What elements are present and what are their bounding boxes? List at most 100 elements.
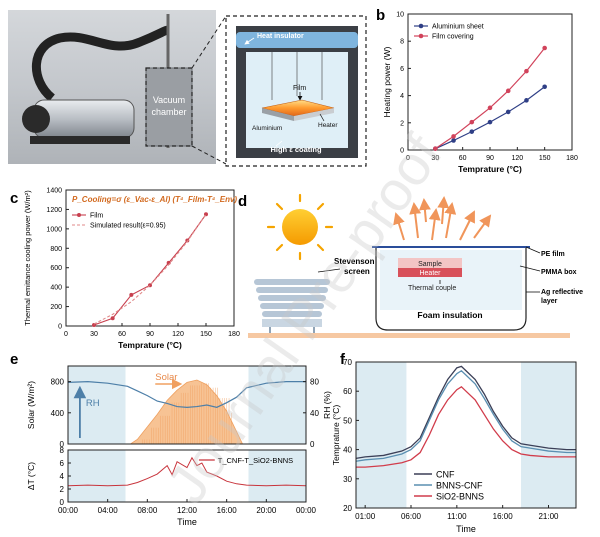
data-point [542,84,547,90]
plot-frame [355,361,577,509]
y-tick-label: 6 [400,66,404,73]
data-point [542,45,547,51]
y-tick-label: 70 [343,358,352,367]
y-tick-label: 400 [50,285,62,292]
series-line-1 [355,369,576,462]
x-tick-label: 12:00 [177,506,198,515]
x-tick-label: 120 [172,331,184,338]
panel-a: a Vacuum chamber Heat insulator Film [8,7,367,167]
data-point [487,119,493,125]
legend-label: Simulated result(ε=0.95) [90,223,166,230]
x-tick-label: 01:00 [355,512,376,521]
x-tick-label: 04:00 [98,506,119,515]
x-axis-label: Temprature (°C) [118,340,182,350]
y-tick-label-right: 0 [310,440,315,449]
y-tick-label: 0 [400,148,404,155]
x-axis-label: Temprature (°C) [458,164,522,174]
night-shade [248,366,306,444]
ag-layer-label-2: layer [541,298,558,305]
sample-label: Sample [418,261,442,268]
panel-d-label: d [238,193,247,210]
pmma-box-label: PMMA box [541,269,577,276]
x-tick-label: 06:00 [401,512,422,521]
x-tick-label: 90 [486,155,494,162]
series-line-0 [355,365,576,460]
legend-marker [418,33,424,39]
y-tick-label-right: 40 [310,409,319,418]
legend-label: Aluminium sheet [432,24,484,31]
x-tick-label: 16:00 [217,506,238,515]
x-tick-label: 00:00 [58,506,79,515]
y-tick-label: 400 [51,409,65,418]
legend-label: BNNS-CNF [436,481,483,491]
legend-label: Film covering [432,34,474,41]
panel-d: d Stevenson screen [238,193,583,338]
y-axis-label-left: Solar (W/m²) [26,381,36,429]
plot-frame [67,365,307,445]
night-shade [356,362,407,508]
vacuum-label-2: chamber [151,107,186,117]
dt-line [67,456,307,487]
series-line-1 [93,213,207,325]
legend-label: Film [90,213,103,220]
y-tick-label: 50 [343,416,352,425]
panel-b-label: b [376,7,385,24]
ag-layer-label-1: Ag reflective [541,289,583,296]
y-axis-label: Heating power (W) [382,46,392,117]
chart-c: c 0 30 60 90 120 150 180 0 200 400 600 800 1000 1200 14… [10,188,240,351]
heater-block [398,268,462,277]
stevenson-label-2: screen [344,267,370,276]
x-tick-label: 120 [511,155,523,162]
y-tick-label: 60 [343,387,352,396]
plot-frame [65,189,235,327]
data-point [505,109,511,115]
data-point [451,138,456,143]
film-label: Film [293,85,306,92]
y-tick-label: 2 [400,120,404,127]
chart-b: b 0 30 60 90 120 150 180 0 2 4 6 8 10 Temprature (°C) H… [376,7,578,174]
sun-rays [266,193,334,261]
legend-label: SiO2-BNNS [436,492,484,502]
heater-label: Heater [318,122,338,129]
y-axis-label-bottom: ΔT (°C) [26,462,36,490]
x-tick-label: 150 [200,331,212,338]
data-point [110,316,115,321]
y-axis-label: Temprature (°C) [331,405,341,466]
series-line-2 [356,385,576,468]
y-tick-label: 600 [50,265,62,272]
x-tick-label: 60 [118,331,126,338]
data-point [505,88,511,94]
heat-insulator-lid [236,32,358,48]
panel-e-label: e [10,351,18,368]
ir-emission-arrows [393,196,492,241]
aluminium-label: Aluminium [252,125,282,132]
x-tick-label: 90 [146,331,154,338]
y-tick-label: 1400 [46,188,62,195]
y-tick-label: 8 [60,446,65,455]
x-tick-label: 11:00 [447,512,467,521]
vacuum-label-1: Vacuum [153,95,185,105]
data-point [487,105,493,111]
heater-label-d: Heater [419,270,441,277]
pump-motor-icon [22,105,50,133]
panel-f-label: f [340,351,346,368]
x-tick-label: 21:00 [538,512,559,521]
y-tick-label-right: 80 [310,378,319,387]
x-tick-label: 16:00 [493,512,514,521]
x-tick-label: 150 [539,155,551,162]
y-tick-label: 8 [400,39,404,46]
sample-block [398,258,462,268]
x-tick-label: 60 [459,155,467,162]
y-tick-label: 30 [343,475,352,484]
y-tick-label: 200 [50,304,62,311]
coating-label: High ε coating [270,145,321,154]
heat-insulator-label: Heat insulator [257,33,304,40]
y-tick-label: 4 [60,472,65,481]
x-tick-label: 00:00 [296,506,317,515]
legend-marker [77,213,81,217]
vacuum-chamber [145,67,193,147]
data-point [524,68,529,74]
rh-label: RH [86,398,100,409]
pe-film-label: PE film [541,251,565,258]
